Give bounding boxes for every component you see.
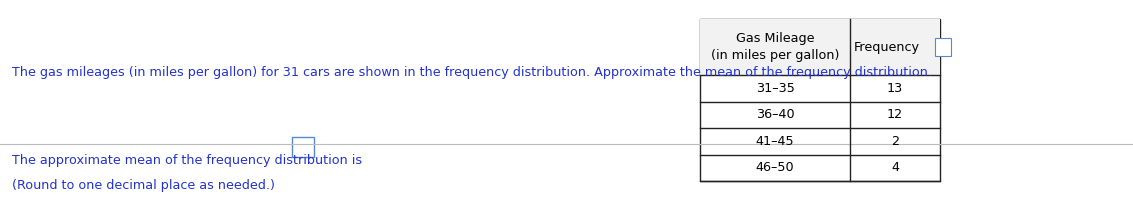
Text: 2: 2 xyxy=(891,135,898,148)
FancyBboxPatch shape xyxy=(700,19,940,75)
Text: 4: 4 xyxy=(891,161,898,174)
Text: The approximate mean of the frequency distribution is: The approximate mean of the frequency di… xyxy=(12,154,363,167)
Text: Frequency: Frequency xyxy=(854,40,920,54)
Text: 13: 13 xyxy=(887,82,903,95)
FancyBboxPatch shape xyxy=(700,19,940,181)
Text: .: . xyxy=(316,154,320,167)
Text: 36–40: 36–40 xyxy=(756,108,794,121)
FancyBboxPatch shape xyxy=(291,137,314,157)
Text: 41–45: 41–45 xyxy=(756,135,794,148)
Text: 46–50: 46–50 xyxy=(756,161,794,174)
Text: (Round to one decimal place as needed.): (Round to one decimal place as needed.) xyxy=(12,179,275,192)
FancyBboxPatch shape xyxy=(935,38,951,56)
Text: 12: 12 xyxy=(887,108,903,121)
Text: 31–35: 31–35 xyxy=(756,82,794,95)
Text: Gas Mileage
(in miles per gallon): Gas Mileage (in miles per gallon) xyxy=(710,32,840,62)
Text: The gas mileages (in miles per gallon) for 31 cars are shown in the frequency di: The gas mileages (in miles per gallon) f… xyxy=(12,66,932,79)
